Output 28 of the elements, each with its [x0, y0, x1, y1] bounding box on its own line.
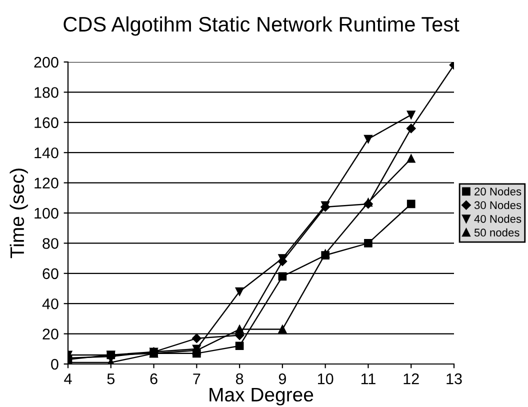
- y-tick-label: 160: [34, 117, 58, 128]
- y-tick-label: 200: [34, 56, 58, 68]
- x-tick-label: 7: [193, 374, 200, 384]
- y-tick-label: 80: [42, 238, 58, 249]
- y-tick-label: 0: [51, 358, 58, 370]
- y-tick-label: 120: [34, 178, 58, 188]
- y-tick-label: 100: [34, 208, 58, 219]
- x-axis-title: Max Degree: [210, 388, 314, 406]
- x-tick-label: 6: [150, 373, 158, 384]
- y-tick-label: 140: [34, 147, 58, 158]
- legend-label: 30 Nodes: [474, 200, 522, 210]
- legend-label: 40 Nodes: [474, 214, 522, 223]
- y-tick-label: 180: [34, 87, 58, 98]
- x-tick-label: 12: [404, 373, 419, 384]
- y-axis-title: Time (sec): [10, 168, 28, 258]
- x-tick-label: 11: [361, 374, 376, 384]
- x-tick-label: 9: [278, 373, 286, 384]
- x-tick-label: 4: [64, 374, 72, 384]
- chart-title: CDS Algotihm Static Network Runtime Test: [64, 16, 460, 36]
- legend-label: 20 Nodes: [474, 187, 522, 196]
- y-tick-label: 20: [42, 328, 58, 340]
- x-tick-label: 8: [236, 373, 244, 384]
- x-tick-label: 10: [318, 373, 334, 384]
- y-tick-label: 60: [42, 268, 58, 280]
- x-tick-label: 5: [107, 374, 114, 384]
- y-tick-label: 40: [42, 298, 58, 310]
- x-tick-label: 13: [446, 373, 462, 384]
- legend-label: 50 nodes: [474, 228, 520, 237]
